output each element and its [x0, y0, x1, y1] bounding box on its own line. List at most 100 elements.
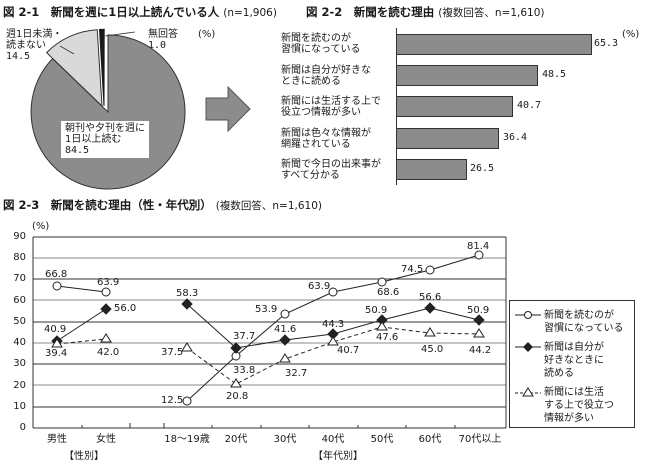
- bar-label-useful: 新聞には生活する上で 役立つ情報が多い: [281, 96, 381, 118]
- legend-text: 新聞を読むのが: [544, 310, 614, 321]
- bar-label-line: 新聞は色々な情報が: [281, 128, 371, 139]
- x-group-sex: 【性別】: [64, 451, 104, 462]
- y-tick: 40: [13, 337, 26, 348]
- bar-label-line: 役立つ情報が多い: [281, 107, 361, 118]
- data-label: 44.3: [322, 319, 345, 330]
- bar-value: 36.4: [503, 132, 528, 143]
- fig21-title-text: 図 2-1 新聞を週に1日以上読んでいる人: [3, 5, 220, 19]
- x-group-age: 【年代別】: [313, 451, 363, 462]
- open-circle-marker-icon: [515, 311, 541, 319]
- legend-text: 新聞には生活: [544, 387, 604, 398]
- pie-label-line: 1日以上読む: [65, 134, 122, 145]
- data-label: 42.0: [97, 347, 120, 358]
- bar-value: 65.3: [594, 38, 619, 49]
- pie-value: 1.0: [148, 40, 167, 51]
- data-label: 40.7: [337, 345, 360, 356]
- bar-comprehensive: [396, 128, 499, 149]
- legend-text: 習慣になっている: [544, 323, 624, 334]
- bar-today: [396, 159, 467, 180]
- gridlines: [33, 236, 506, 408]
- data-label: 41.6: [274, 324, 297, 335]
- legend-item-anytime: 新聞は自分が 好きなときに 読める: [514, 341, 630, 380]
- filled-diamond-marker-icon: [515, 342, 541, 352]
- bar-label-line: 習慣になっている: [281, 44, 361, 55]
- data-label: 66.8: [45, 269, 68, 280]
- pie-label-line: 読まない: [6, 40, 46, 51]
- bar-value: 48.5: [542, 69, 567, 80]
- y-tick: 50: [13, 316, 26, 327]
- bar-label-habit: 新聞を読むのが 習慣になっている: [281, 33, 361, 55]
- fig21-sample-size: (n=1,906): [223, 7, 277, 19]
- fig22-sample-size: (複数回答、n=1,610): [438, 7, 545, 19]
- fig23-title: 図 2-3 新聞を読む理由（性・年代別） (複数回答、n=1,610): [3, 197, 322, 213]
- data-label: 32.7: [285, 368, 308, 379]
- bar-label-line: 新聞には生活する上で: [281, 96, 381, 107]
- bar-unit: (%): [622, 29, 640, 40]
- y-tick: 70: [13, 273, 26, 284]
- bar-label-line: ときに読める: [281, 76, 341, 87]
- bar-label-today: 新聞で今日の出来事が すべて分かる: [281, 159, 381, 181]
- data-label: 81.4: [467, 241, 490, 252]
- data-label: 68.6: [377, 287, 400, 298]
- y-tick: 0: [19, 422, 26, 433]
- series-useful: [51, 321, 485, 388]
- y-tick: 90: [13, 231, 26, 242]
- legend-text: 好きなときに: [544, 355, 604, 366]
- bar-label-line: 新聞は自分が好きな: [281, 65, 371, 76]
- pie-label-line: 無回答: [148, 29, 178, 40]
- bar-value: 26.5: [470, 163, 495, 174]
- data-label: 12.5: [161, 395, 184, 406]
- x-tick-label: 20代: [224, 434, 248, 445]
- bar-useful: [396, 96, 513, 117]
- x-tick-label: 女性: [96, 434, 116, 445]
- data-label: 44.2: [469, 345, 492, 356]
- y-tick: 60: [13, 295, 26, 306]
- pie-unit: (%): [198, 29, 216, 40]
- legend-text: 新聞は自分が: [544, 342, 604, 353]
- pie-value: 84.5: [65, 145, 90, 156]
- bar-habit: [396, 34, 592, 55]
- pie-label-line: 朝刊や夕刊を週に: [65, 123, 145, 134]
- y-tick: 10: [13, 401, 26, 412]
- pie-label-main: 朝刊や夕刊を週に 1日以上読む 84.5: [61, 121, 149, 158]
- fig22-title: 図 2-2 新聞を読む理由 (複数回答、n=1,610): [306, 4, 545, 20]
- legend-item-habit: 新聞を読むのが 習慣になっている: [514, 309, 630, 335]
- bar-value: 40.7: [517, 100, 542, 111]
- data-label: 74.5: [401, 264, 424, 275]
- series-habit: [52, 250, 484, 406]
- legend: 新聞を読むのが 習慣になっている 新聞は自分が 好きなときに 読める 新聞には生…: [509, 300, 635, 428]
- legend-text: 情報が多い: [544, 413, 594, 424]
- x-tick-label: 70代以上: [458, 434, 502, 445]
- fig23-sample-size: (複数回答、n=1,610): [215, 200, 323, 212]
- data-label: 45.0: [421, 344, 444, 355]
- line-y-unit: (%): [32, 221, 50, 232]
- x-tick-label: 40代: [321, 434, 345, 445]
- data-label: 63.9: [97, 277, 120, 288]
- y-tick: 80: [13, 252, 26, 263]
- data-label: 56.0: [114, 303, 137, 314]
- data-label: 40.9: [44, 324, 67, 335]
- bar-label-line: 網羅されている: [281, 139, 351, 150]
- y-tick: 30: [13, 358, 26, 369]
- right-arrow-icon: [205, 86, 251, 133]
- data-label: 37.7: [233, 331, 256, 342]
- fig21-title: 図 2-1 新聞を週に1日以上読んでいる人 (n=1,906): [3, 4, 277, 20]
- pie-label-no-answer: 無回答 1.0: [148, 29, 178, 51]
- pie-value: 14.5: [6, 51, 31, 62]
- data-label: 56.6: [419, 292, 442, 303]
- data-label: 20.8: [226, 391, 249, 402]
- legend-text: 読める: [544, 368, 574, 379]
- x-ticks: [81, 423, 456, 428]
- bar-label-line: すべて分かる: [281, 170, 340, 181]
- y-tick: 20: [13, 380, 26, 391]
- pie-slice-under-weekly: [45, 29, 103, 108]
- bar-label-line: 新聞を読むのが: [281, 33, 351, 44]
- data-label: 50.9: [467, 305, 490, 316]
- data-label: 33.8: [233, 365, 256, 376]
- x-tick-label: 18〜19歳: [164, 434, 210, 445]
- pie-label-line: 週1日未満・: [6, 29, 63, 40]
- x-tick-label: 60代: [418, 434, 442, 445]
- open-triangle-marker-icon: [515, 387, 541, 397]
- data-label: 63.9: [308, 281, 331, 292]
